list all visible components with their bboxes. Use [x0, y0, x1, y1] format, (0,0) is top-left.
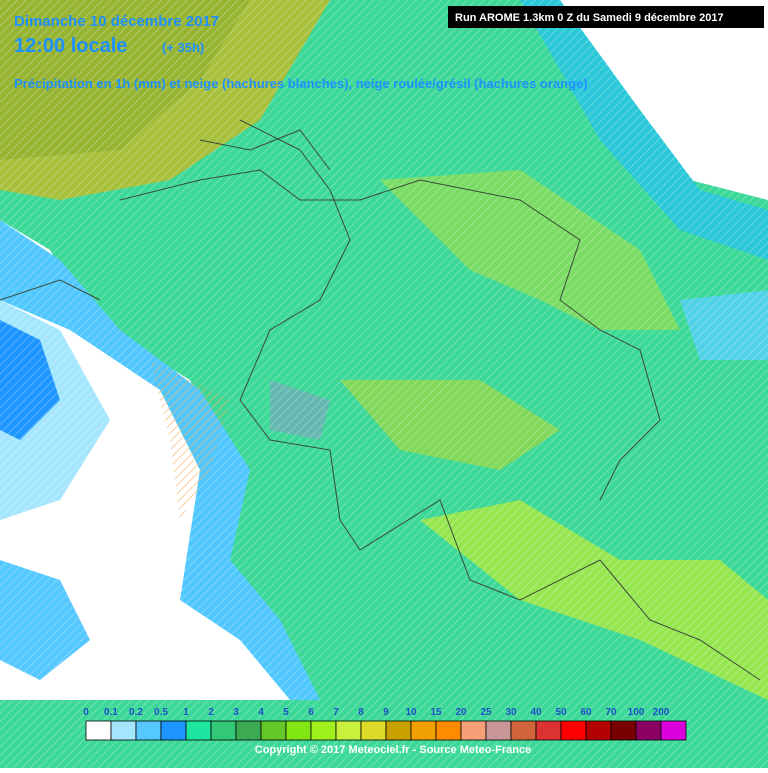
legend-swatch	[435, 720, 462, 741]
subtitle: Précipitation en 1h (mm) et neige (hachu…	[14, 76, 588, 91]
legend-swatch	[485, 720, 512, 741]
legend-label: 0.2	[129, 707, 143, 718]
legend-swatch	[260, 720, 287, 741]
legend-swatch	[585, 720, 612, 741]
legend-swatch	[635, 720, 662, 741]
legend-label: 0	[83, 707, 89, 718]
legend-swatch	[385, 720, 412, 741]
legend-label: 1	[183, 707, 189, 718]
borders	[0, 119, 761, 681]
legend-swatch	[535, 720, 562, 741]
date: Dimanche 10 décembre 2017	[14, 13, 219, 30]
time: 12:00 locale	[14, 35, 127, 57]
legend-label: 200	[653, 707, 670, 718]
legend-swatch	[210, 720, 237, 741]
legend: 0 0.1 0.2 0.5 1 2 3 4 5 6 7 8 9 10 15 20 25 30 40 50 60 70 100…	[83, 707, 687, 741]
legend-swatch	[135, 720, 162, 741]
legend-swatch	[185, 720, 212, 741]
legend-swatch	[360, 720, 387, 741]
run-info: Run AROME 1.3km 0 Z du Samedi 9 décembre…	[455, 12, 724, 24]
lead-time: (+ 35h)	[162, 40, 204, 55]
legend-label: 5	[283, 707, 289, 718]
legend-label: 50	[555, 707, 567, 718]
legend-label: 60	[580, 707, 592, 718]
legend-label: 0.5	[154, 707, 168, 718]
legend-label: 0.1	[104, 707, 118, 718]
legend-swatch	[235, 720, 262, 741]
copyright: Copyright © 2017 Meteociel.fr - Source M…	[255, 744, 531, 756]
legend-label: 4	[258, 707, 264, 718]
legend-label: 10	[405, 707, 417, 718]
legend-swatch	[410, 720, 437, 741]
legend-swatch	[460, 720, 487, 741]
legend-label: 40	[530, 707, 542, 718]
legend-swatch	[285, 720, 312, 741]
header: Run AROME 1.3km 0 Z du Samedi 9 décembre…	[14, 6, 764, 91]
legend-label: 2	[208, 707, 214, 718]
legend-swatch	[160, 720, 187, 741]
legend-label: 20	[455, 707, 467, 718]
legend-label: 100	[628, 707, 645, 718]
legend-label: 9	[383, 707, 389, 718]
legend-swatch	[335, 720, 362, 741]
legend-swatch	[310, 720, 337, 741]
legend-swatch	[610, 720, 637, 741]
legend-label: 15	[430, 707, 442, 718]
legend-label: 70	[605, 707, 617, 718]
legend-swatch	[110, 720, 137, 741]
legend-label: 30	[505, 707, 517, 718]
run-box	[448, 6, 764, 28]
legend-swatch	[85, 720, 112, 741]
legend-swatch	[510, 720, 537, 741]
legend-label: 6	[308, 707, 314, 718]
legend-swatch	[560, 720, 587, 741]
legend-label: 3	[233, 707, 239, 718]
legend-label: 25	[480, 707, 492, 718]
legend-label: 7	[333, 707, 339, 718]
legend-label: 8	[358, 707, 364, 718]
legend-swatch	[660, 720, 687, 741]
